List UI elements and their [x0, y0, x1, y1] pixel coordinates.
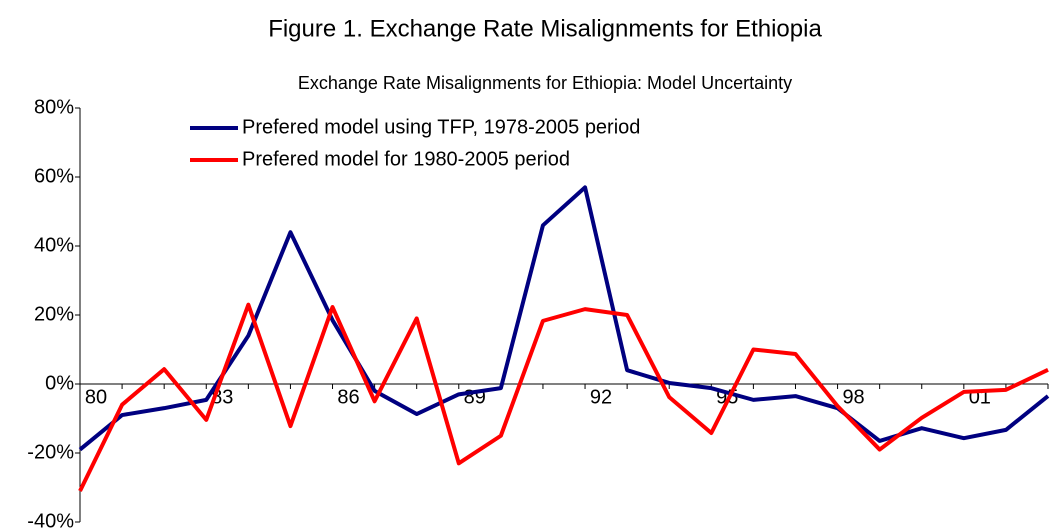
series-line: [78, 185, 1050, 452]
y-tick-label: 20%: [34, 303, 74, 325]
y-tick-label: -40%: [27, 510, 74, 531]
chart-subtitle: Exchange Rate Misalignments for Ethiopia…: [298, 73, 792, 93]
x-tick-label: 86: [337, 386, 359, 408]
y-tick-label: 40%: [34, 234, 74, 256]
y-tick-label: 80%: [34, 96, 74, 118]
y-tick-label: 60%: [34, 165, 74, 187]
chart-title: Figure 1. Exchange Rate Misalignments fo…: [268, 15, 822, 42]
legend-label: Prefered model for 1980-2005 period: [242, 148, 570, 170]
series-line: [78, 302, 1049, 492]
x-tick-label: 98: [842, 386, 864, 408]
x-tick-label: 92: [590, 386, 612, 408]
y-tick-label: 0%: [45, 372, 74, 394]
x-tick-label: 80: [85, 386, 107, 408]
legend-label: Prefered model using TFP, 1978-2005 peri…: [242, 116, 640, 138]
y-tick-label: -20%: [27, 441, 74, 463]
